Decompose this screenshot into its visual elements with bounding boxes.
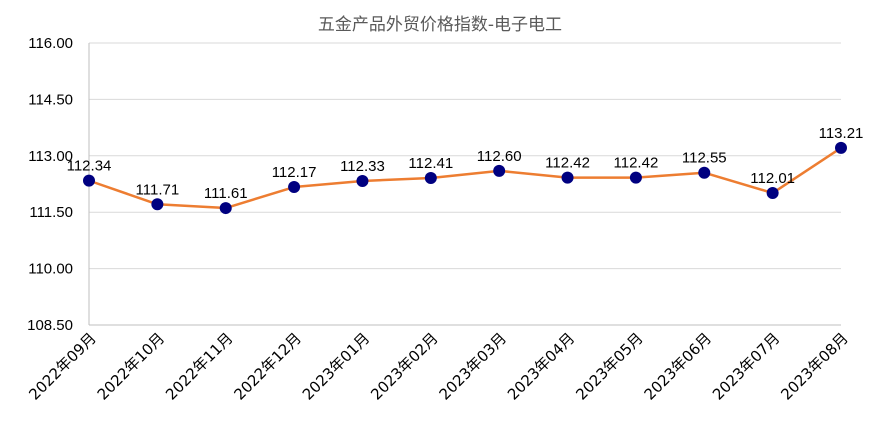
x-tick-label: 2023年03月	[436, 329, 510, 403]
data-point-marker	[493, 164, 506, 177]
data-label: 112.34	[67, 158, 112, 175]
series-line-layer	[88, 146, 842, 210]
data-label: 111.71	[136, 181, 180, 198]
data-point-marker	[629, 171, 642, 184]
data-point-marker	[424, 171, 437, 184]
y-tick-label: 114.50	[28, 91, 73, 108]
data-point-marker	[356, 174, 369, 187]
x-tick-label: 2022年10月	[94, 329, 168, 403]
y-tick-label: 113.00	[28, 148, 73, 165]
data-label: 113.21	[819, 125, 864, 142]
data-point-marker	[835, 141, 847, 154]
y-tick-label: 108.50	[27, 317, 73, 334]
data-label: 112.42	[614, 155, 659, 172]
x-tick-label: 2023年06月	[641, 329, 715, 403]
y-tick-label: 110.00	[28, 261, 73, 278]
series-markers	[83, 141, 847, 215]
y-axis-tick-labels: 108.50 110.00 111.50 113.00 114.50 116.00	[27, 35, 73, 334]
data-label: 112.41	[408, 155, 453, 172]
x-tick-label: 2022年09月	[25, 329, 99, 403]
data-label: 112.33	[340, 158, 385, 175]
x-tick-label: 2022年12月	[230, 329, 304, 403]
data-point-marker	[766, 187, 779, 200]
chart-title: 五金产品外贸价格指数-电子电工	[318, 15, 562, 35]
x-tick-label: 2023年02月	[367, 329, 441, 403]
data-label: 112.60	[477, 148, 522, 165]
data-point-marker	[561, 171, 574, 184]
data-point-marker	[151, 198, 164, 211]
series-line	[88, 146, 842, 210]
x-tick-label: 2023年01月	[299, 329, 373, 403]
data-label: 112.55	[682, 150, 727, 167]
x-tick-label: 2022年11月	[162, 329, 236, 403]
data-point-marker	[83, 174, 95, 187]
axes	[88, 43, 841, 326]
y-tick-label: 116.00	[28, 35, 73, 52]
data-point-marker	[698, 166, 711, 179]
data-label: 112.17	[272, 164, 317, 181]
data-point-marker	[288, 181, 301, 194]
data-labels: 112.34 111.71 111.61 112.17 112.33 112.41 112.…	[67, 125, 864, 202]
data-point-marker	[219, 202, 232, 215]
x-tick-label: 2023年08月	[777, 329, 851, 403]
x-tick-label: 2023年07月	[709, 329, 783, 403]
data-label: 112.01	[750, 170, 795, 187]
y-tick-label: 111.50	[29, 204, 73, 221]
x-axis-tick-labels: 2022年09月2022年10月2022年11月2022年12月2023年01月…	[25, 329, 851, 403]
x-tick-label: 2023年04月	[504, 329, 578, 403]
data-label: 112.42	[545, 155, 590, 172]
x-tick-label: 2023年05月	[572, 329, 646, 403]
data-label: 111.61	[204, 185, 248, 202]
gridlines	[89, 42, 841, 270]
